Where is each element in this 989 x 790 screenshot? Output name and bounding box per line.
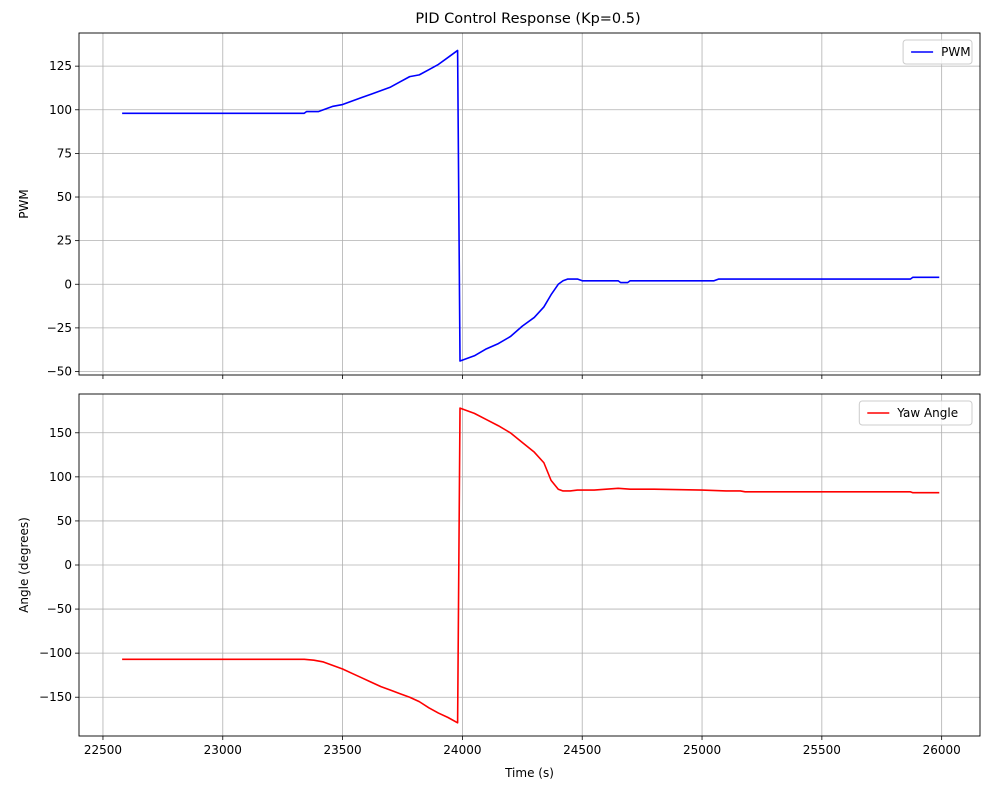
y-tick-label: −100 <box>39 646 72 660</box>
x-tick-label: 26000 <box>923 743 961 757</box>
y-tick-label: −50 <box>47 602 72 616</box>
y-tick-label: 100 <box>49 103 72 117</box>
legend-label: PWM <box>941 45 970 59</box>
chart-title: PID Control Response (Kp=0.5) <box>415 11 640 27</box>
x-axis-label: Time (s) <box>504 766 554 780</box>
legend-box <box>902 39 973 65</box>
y-tick-label: 100 <box>49 470 72 484</box>
legend-box <box>858 400 973 426</box>
series-line-pwm <box>122 49 940 362</box>
y-tick-label: 125 <box>49 59 72 73</box>
axes-frame <box>78 32 981 376</box>
x-tick-label: 25000 <box>683 743 721 757</box>
x-tick-label: 22500 <box>84 743 122 757</box>
yaw-angle-plot-panel: 22500 23000 23500 24000 24500 25000 25500 26000… <box>17 393 981 780</box>
y-tick-label: 25 <box>57 234 72 248</box>
y-tick-label: 75 <box>57 146 72 160</box>
series-line-yaw-angle <box>122 407 940 724</box>
y-tick-label: 50 <box>57 190 72 204</box>
legend-label: Yaw Angle <box>896 406 958 420</box>
x-tick-label: 23500 <box>323 743 361 757</box>
y-tick-label: 50 <box>57 514 72 528</box>
pwm-plot-panel: −50 −25 0 25 50 75 100 125 PWM PWM <box>17 32 981 379</box>
y-tick-label: −150 <box>39 690 72 704</box>
y-axis-label: Angle (degrees) <box>17 517 31 613</box>
x-tick-label: 24000 <box>443 743 481 757</box>
x-tick-label: 23000 <box>204 743 242 757</box>
y-tick-label: −50 <box>47 365 72 379</box>
y-tick-label: 0 <box>64 277 72 291</box>
y-tick-label: 150 <box>49 426 72 440</box>
y-tick-label: −25 <box>47 321 72 335</box>
y-tick-label: 0 <box>64 558 72 572</box>
x-tick-label: 24500 <box>563 743 601 757</box>
x-tick-label: 25500 <box>803 743 841 757</box>
y-axis-label: PWM <box>17 189 31 218</box>
